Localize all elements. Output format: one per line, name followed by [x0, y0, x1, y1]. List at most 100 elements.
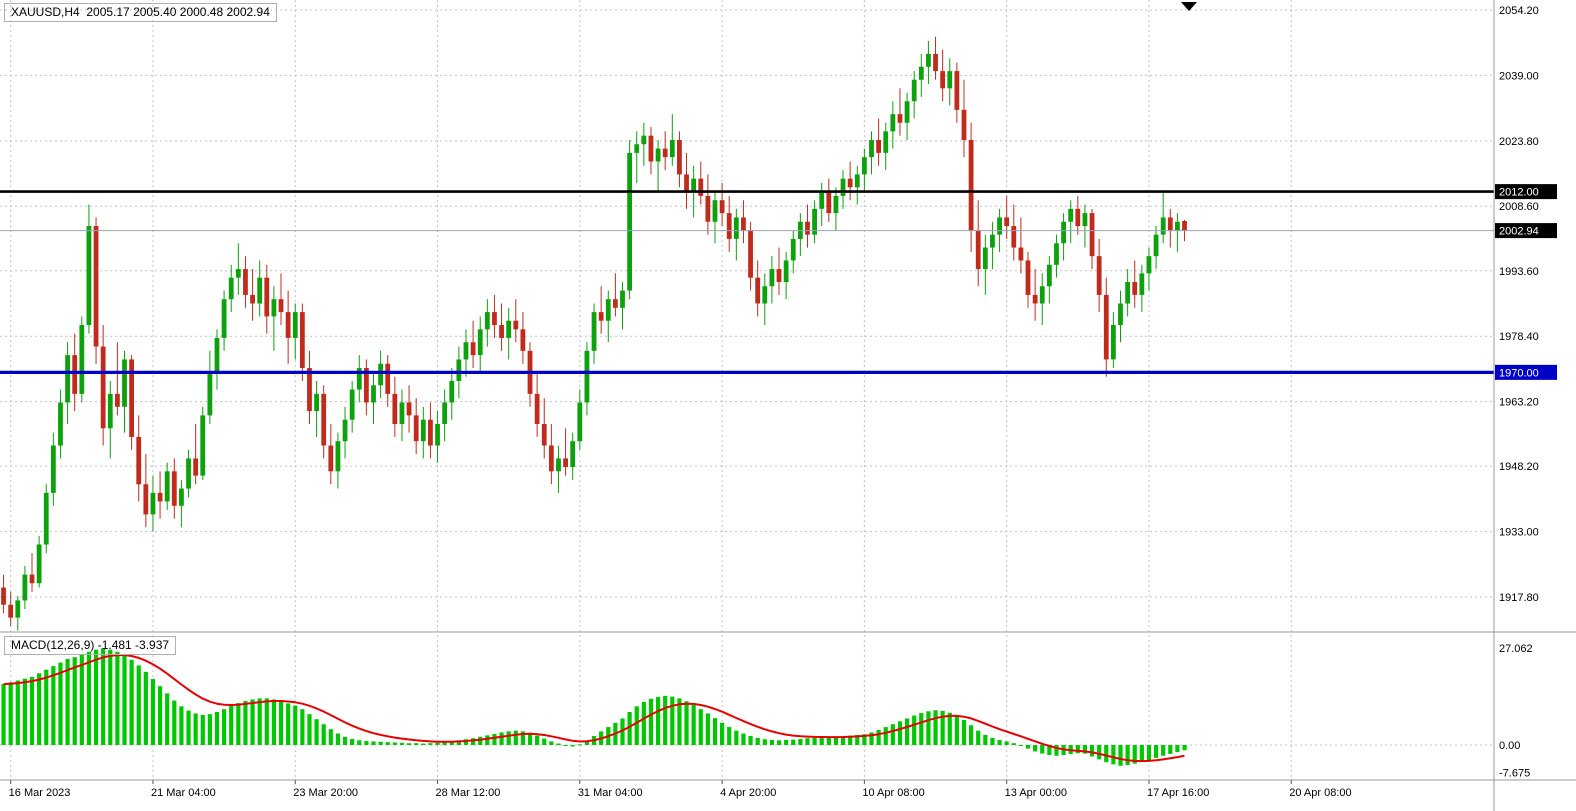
candle [378, 363, 384, 386]
macd-histogram-bar [357, 740, 362, 745]
candle [826, 191, 832, 214]
macd-histogram-bar [791, 739, 796, 745]
macd-histogram-bar [1146, 745, 1152, 761]
candle [1025, 260, 1031, 295]
candle [1039, 286, 1045, 304]
candle [264, 277, 270, 317]
macd-histogram-bar [940, 710, 945, 745]
candle [1, 587, 6, 605]
candle [975, 230, 981, 270]
candle [883, 131, 889, 153]
macd-histogram-bar [912, 715, 917, 745]
candle [861, 157, 867, 175]
macd-histogram-bar [335, 733, 341, 745]
macd-histogram-bar [492, 733, 497, 745]
macd-histogram-bar [58, 662, 63, 745]
macd-histogram-bar [876, 729, 881, 745]
candle [933, 53, 938, 72]
candle [171, 471, 177, 506]
candlestick-series [1, 36, 1187, 631]
time-axis: 16 Mar 2023 21 Mar 04:00 23 Mar 20:00 28 Ma… [9, 780, 1352, 799]
macd-histogram-bar [1111, 745, 1116, 765]
candle [997, 217, 1002, 235]
macd-histogram-bar [29, 676, 35, 745]
macd-histogram-bar [784, 739, 789, 745]
macd-histogram-bar [399, 742, 405, 745]
candle [669, 139, 675, 158]
price-axis-label: 1993.60 [1499, 266, 1539, 278]
macd-histogram-bar [172, 700, 177, 745]
candle [513, 320, 519, 330]
macd-histogram-bar [947, 712, 952, 745]
macd-histogram-bar [840, 736, 846, 745]
candle [1110, 325, 1116, 360]
macd-histogram-bar [755, 737, 760, 745]
candle [655, 148, 661, 162]
candle [541, 423, 547, 446]
candle [1139, 273, 1145, 295]
macd-histogram-bar [243, 700, 248, 745]
candle [328, 445, 334, 472]
candle [484, 312, 490, 330]
macd-histogram-bar [278, 701, 284, 745]
candle [648, 135, 654, 162]
candle [1046, 264, 1052, 287]
macd-histogram-bar [634, 706, 639, 745]
price-badge [1495, 364, 1557, 380]
candle [712, 200, 718, 222]
macd-histogram-bar [115, 651, 120, 745]
candle [812, 208, 817, 235]
candle [726, 213, 732, 239]
macd-histogram-bar [1, 684, 6, 745]
macd-histogram-bar [129, 659, 134, 745]
time-axis-label: 20 Apr 08:00 [1289, 787, 1351, 799]
candle [755, 277, 761, 304]
candle [869, 139, 874, 158]
macd-histogram-bar [535, 735, 540, 745]
price-axis-label: 1917.80 [1499, 592, 1539, 604]
macd-histogram-bar [904, 718, 910, 745]
price-axis: 2054.20 2039.00 2023.80 2008.60 1993.60 1978.… [1495, 5, 1557, 604]
macd-histogram-bar [933, 710, 938, 745]
candle [968, 139, 974, 231]
macd-histogram-bar [848, 735, 853, 745]
candle [1011, 226, 1017, 248]
candle [833, 195, 839, 214]
macd-histogram-bar [627, 712, 632, 745]
candle [577, 402, 583, 442]
candle [762, 286, 768, 304]
macd-histogram-bar [79, 654, 84, 745]
macd-histogram-bar [969, 725, 974, 745]
candle [548, 445, 554, 472]
macd-histogram-bar [862, 734, 867, 745]
macd-histogram-bar [193, 713, 198, 745]
candle [982, 247, 988, 270]
candle [641, 135, 647, 145]
candle [442, 402, 448, 424]
price-axis-label: 2054.20 [1499, 5, 1539, 17]
price-axis-label: 1933.00 [1499, 527, 1539, 539]
symbol-ohlc-readout: XAUUSD,H4 2005.17 2005.40 2000.48 2002.9… [4, 3, 277, 22]
macd-histogram-bar [734, 730, 739, 745]
candle [470, 342, 476, 356]
macd-signal-line [3, 654, 1185, 763]
macd-histogram-bar [990, 737, 995, 745]
macd-histogram-bar [698, 709, 703, 745]
macd-histogram-bar [1168, 745, 1173, 754]
candle [292, 312, 298, 338]
chart-shift-marker[interactable] [1181, 2, 1197, 11]
macd-histogram-bar [499, 732, 504, 745]
macd-histogram-bar [869, 732, 874, 745]
macd-histogram-bar [93, 649, 99, 745]
candle [321, 393, 327, 446]
macd-histogram-bar [293, 705, 298, 745]
candle [449, 380, 455, 403]
candle [876, 139, 882, 153]
candle [748, 230, 753, 278]
macd-histogram-bar [1153, 745, 1159, 758]
candle [164, 471, 170, 502]
candle [911, 79, 917, 102]
macd-histogram-bar [997, 739, 1002, 745]
macd-histogram-bar [577, 744, 582, 746]
